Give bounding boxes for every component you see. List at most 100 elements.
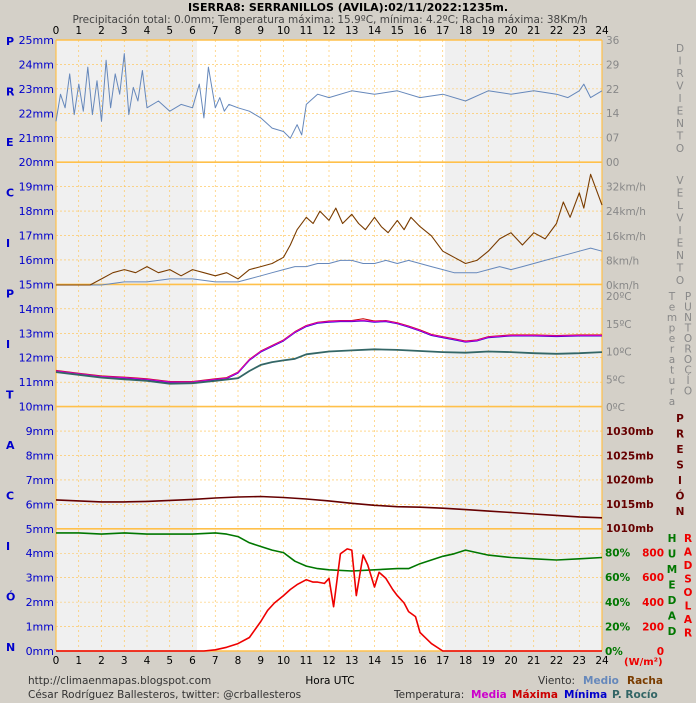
x-tick-label-bottom: 11 [300, 655, 313, 667]
right-label-rad-solar: O [684, 587, 693, 599]
left-tick-label: 23mm [19, 83, 54, 96]
right-tick-speed: 0km/h [606, 280, 639, 292]
legend-temperatura: Temperatura: Media Máxima Mínima P. Rocí… [393, 689, 658, 701]
right-label-temperatura: a [669, 354, 675, 366]
right-label-vel-viento: V [676, 175, 684, 187]
series-temp-media [55, 319, 602, 383]
x-tick-label-top: 17 [436, 25, 449, 37]
right-tick-humidity: 20% [605, 621, 631, 633]
series-lines [55, 53, 603, 652]
right-label-temperatura: r [670, 344, 675, 356]
series-punto-rocio [55, 348, 603, 385]
x-tick-label-bottom: 24 [595, 655, 609, 667]
x-tick-label-bottom: 9 [257, 655, 264, 667]
right-label-presion: E [676, 444, 683, 456]
x-tick-label-bottom: 18 [459, 655, 472, 667]
left-tick-label: 1mm [26, 621, 54, 634]
right-label-punto-rocio: P [685, 291, 691, 303]
right-label-rad-solar: D [684, 560, 693, 572]
right-label-rad-solar: A [684, 547, 693, 559]
x-tick-label-top: 9 [257, 25, 264, 37]
right-label-humedad: D [668, 626, 677, 638]
right-tick-pressure: 1015mb [606, 499, 654, 511]
right-tick-humidity: 80% [605, 548, 631, 560]
x-tick-label-bottom: 10 [277, 655, 290, 667]
x-tick-label-top: 2 [98, 25, 105, 37]
right-label-humedad: U [668, 549, 677, 561]
x-tick-label-bottom: 6 [189, 655, 196, 667]
right-label-temperatura: T [668, 291, 676, 303]
x-tick-label-top: 14 [368, 25, 382, 37]
right-label-temperatura: a [669, 396, 675, 408]
right-label-vel-viento: T [676, 263, 684, 275]
right-label-rad-solar: L [685, 601, 692, 613]
x-tick-label-bottom: 23 [573, 655, 586, 667]
right-label-temperatura: m [667, 312, 677, 324]
left-tick-label: 0mm [26, 645, 54, 658]
right-tick-temperature: 5ºC [606, 374, 625, 386]
left-tick-label: 19mm [19, 181, 54, 194]
right-tick-humidity: 40% [605, 597, 631, 609]
left-tick-label: 2mm [26, 596, 54, 609]
x-tick-label-top: 8 [235, 25, 242, 37]
series-humidity [56, 532, 603, 572]
right-tick-pressure: 1020mb [606, 475, 654, 487]
right-label-presion: Ó [676, 490, 685, 503]
right-label-rad-solar: R [684, 628, 692, 640]
side-letter: E [6, 136, 14, 149]
side-letter: Ó [6, 591, 15, 604]
left-tick-label: 7mm [26, 474, 54, 487]
side-letter: I [6, 338, 10, 351]
right-label-vel-viento: O [676, 275, 684, 287]
right-tick-direction: 14 [606, 108, 620, 120]
x-tick-label-bottom: 14 [368, 655, 382, 667]
legend-temp-minima: Mínima [564, 689, 607, 701]
right-label-punto-rocio: U [684, 302, 692, 314]
left-tick-label: 13mm [19, 327, 54, 340]
right-label-dir-viento: N [676, 118, 684, 130]
axes: 0011223344556677889910101111121213131414… [6, 25, 693, 667]
x-tick-label-top: 18 [459, 25, 472, 37]
x-tick-label-bottom: 21 [527, 655, 540, 667]
left-tick-label: 6mm [26, 498, 54, 511]
side-letter: R [6, 86, 15, 99]
right-label-humedad: E [668, 580, 675, 592]
right-label-punto-rocio: C [684, 365, 691, 377]
left-tick-label: 16mm [19, 254, 54, 267]
left-tick-label: 24mm [19, 58, 54, 71]
x-tick-label-bottom: 19 [482, 655, 495, 667]
right-label-dir-viento: I [678, 93, 681, 105]
right-tick-humidity: 60% [605, 572, 631, 584]
side-letter: P [6, 288, 14, 301]
legend-viento-racha: Racha [627, 675, 663, 687]
right-label-presion: S [676, 460, 684, 472]
x-tick-label-top: 4 [144, 25, 151, 37]
x-tick-label-bottom: 5 [166, 655, 173, 667]
right-label-punto-rocio: R [684, 344, 691, 356]
left-tick-label: 3mm [26, 572, 54, 585]
x-tick-label-top: 23 [573, 25, 586, 37]
right-label-presion: R [676, 429, 684, 441]
side-letter: I [6, 540, 10, 553]
x-tick-label-top: 6 [189, 25, 196, 37]
legend-viento: Viento: Medio Racha [538, 675, 663, 687]
right-label-vel-viento: E [677, 188, 684, 200]
x-tick-label-top: 11 [300, 25, 313, 37]
left-tick-label: 11mm [19, 376, 54, 389]
right-tick-solar: 800 [642, 548, 664, 560]
x-tick-label-bottom: 15 [391, 655, 404, 667]
right-tick-speed: 32km/h [606, 182, 646, 194]
legend-temp-media: Media [471, 689, 507, 701]
x-tick-label-top: 1 [75, 25, 82, 37]
left-tick-label: 14mm [19, 303, 54, 316]
right-label-dir-viento: E [677, 106, 684, 118]
right-label-temperatura: u [669, 375, 676, 387]
right-label-rad-solar: A [684, 614, 693, 626]
footer-credit: César Rodríguez Ballesteros, twitter: @c… [28, 689, 301, 701]
right-label-presion: N [676, 506, 685, 518]
right-label-punto-rocio: T [684, 323, 692, 335]
right-label-punto-rocio: O [684, 354, 692, 366]
solar-unit: (W/m²) [624, 657, 663, 668]
left-tick-label: 25mm [19, 34, 54, 47]
